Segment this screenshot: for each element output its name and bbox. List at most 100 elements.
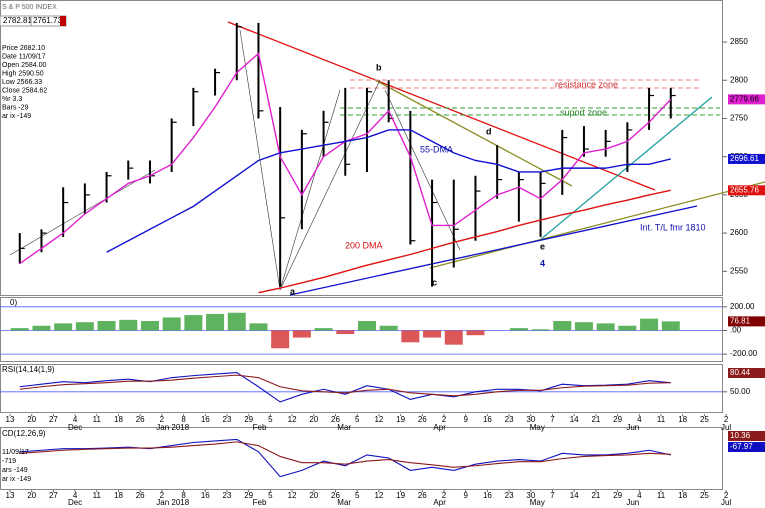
info-line: 11/09/17	[2, 449, 29, 456]
legend-label: 2779.66	[730, 94, 759, 103]
histogram-bar	[140, 321, 159, 331]
histogram-bar	[227, 312, 246, 331]
last-label: 76.81	[730, 316, 751, 325]
histogram-bar	[271, 330, 290, 349]
month-label: Jul	[721, 423, 731, 432]
x-tick-label: 27	[49, 491, 58, 500]
x-tick-label: 29	[613, 491, 622, 500]
y-tick-label: 2800	[730, 75, 748, 84]
x-tick-label: 29	[244, 415, 253, 424]
x-tick-label: 16	[201, 491, 210, 500]
info-line: ar ix -149	[2, 476, 31, 483]
legend-box	[728, 153, 765, 164]
legend-box	[728, 185, 765, 196]
header-marker	[60, 16, 66, 26]
month-label: Jan 2018	[156, 423, 189, 432]
x-tick-label: 2	[442, 491, 447, 500]
histogram-bar	[509, 328, 528, 331]
panel-borders	[0, 0, 723, 490]
x-tick-label: 8	[181, 415, 186, 424]
annotation: resistance zone	[555, 79, 618, 89]
x-tick-label: 9	[463, 491, 468, 500]
x-tick-label: 11	[93, 491, 102, 500]
x-tick-label: 27	[49, 415, 58, 424]
histogram-bar	[553, 321, 572, 331]
x-tick-label: 18	[678, 491, 687, 500]
x-tick-label: 14	[570, 415, 579, 424]
x-tick-label: 23	[223, 415, 232, 424]
month-label: Dec	[68, 423, 82, 432]
legend-label: 2655.76	[730, 185, 759, 194]
annotation: e	[540, 241, 545, 251]
x-tick-label: 2	[160, 415, 165, 424]
x-tick-label: 13	[6, 491, 15, 500]
info-line: Date 11/09/17	[2, 53, 46, 60]
x-tick-label: 16	[483, 491, 492, 500]
x-tick-label: 13	[6, 415, 15, 424]
histogram-bar	[596, 323, 615, 331]
y-tick-label: 2850	[730, 37, 748, 46]
annotation: Int. T/L fmr 1810	[640, 222, 706, 232]
x-tick-label: 12	[288, 491, 297, 500]
y-tick-label: 2550	[730, 266, 748, 275]
y-tick-label: 200.00	[730, 302, 755, 311]
last-label: -67.97	[730, 442, 753, 451]
info-line: ar ix -149	[2, 113, 31, 120]
histogram-bar	[640, 318, 659, 331]
x-tick-label: 11	[93, 415, 102, 424]
x-tick-label: 20	[309, 491, 318, 500]
legend-box	[728, 431, 765, 441]
annotation: 200 DMA	[345, 240, 383, 250]
histogram-bar	[162, 317, 181, 331]
histogram-bar	[574, 322, 593, 331]
x-tick-label: 25	[700, 415, 709, 424]
histogram-bar	[249, 323, 268, 331]
month-label: Mar	[337, 423, 351, 432]
y-tick-label: 50.00	[730, 387, 751, 396]
last-label: 80.44	[730, 368, 751, 377]
histogram-bar	[618, 325, 637, 331]
month-label: Jun	[626, 498, 639, 507]
x-tick-label: 23	[505, 415, 514, 424]
x-tick-label: 12	[374, 491, 383, 500]
histogram-bar	[401, 330, 420, 343]
x-tick-label: 2	[724, 491, 729, 500]
legend-box	[728, 368, 765, 378]
legend-box	[728, 316, 765, 327]
series-line	[19, 438, 671, 478]
x-tick-label: 4	[73, 491, 78, 500]
x-tick-label: 14	[570, 491, 579, 500]
histogram-bar	[423, 330, 442, 338]
annotation: a	[290, 286, 296, 296]
trend-lines	[9, 21, 765, 296]
histogram-bar	[531, 329, 550, 331]
month-label: Dec	[68, 498, 82, 507]
x-tick-label: 18	[114, 415, 123, 424]
x-tick-label: 25	[700, 491, 709, 500]
x-tick-label: 12	[288, 415, 297, 424]
histogram-bar	[444, 330, 463, 345]
histogram-bar	[357, 321, 376, 331]
x-tick-label: 23	[223, 491, 232, 500]
annotation: 55-DMA	[420, 144, 453, 154]
chart-title: S & P 500 INDEX	[2, 4, 57, 11]
panel-title: 0)	[10, 298, 17, 307]
histogram-bar	[336, 330, 355, 335]
header-value: 2761.73	[33, 16, 62, 25]
annotation: c	[432, 277, 437, 287]
series-line	[19, 374, 671, 397]
annotation: suport zone	[560, 107, 607, 117]
last-label: 10.36	[730, 431, 751, 440]
histogram-bar	[661, 321, 680, 331]
info-line: ars -149	[2, 467, 28, 474]
month-label: Jul	[721, 498, 731, 507]
month-label: May	[530, 423, 545, 432]
x-tick-label: 18	[678, 415, 687, 424]
x-tick-label: 4	[637, 415, 642, 424]
x-tick-label: 26	[136, 415, 145, 424]
histogram-bar	[466, 330, 485, 336]
x-tick-label: 12	[374, 415, 383, 424]
y-tick-label: 2600	[730, 228, 748, 237]
